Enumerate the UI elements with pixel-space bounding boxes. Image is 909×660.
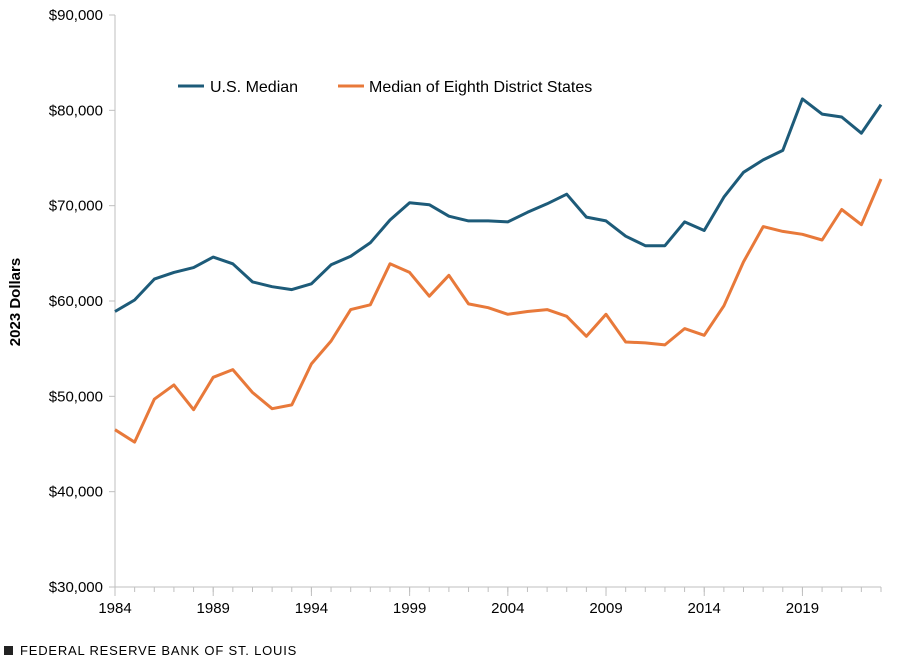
- legend-label: Median of Eighth District States: [369, 79, 592, 96]
- legend: U.S. Median Median of Eighth District Sta…: [178, 79, 592, 96]
- y-tick-label: $90,000: [49, 7, 103, 24]
- y-axis-label: 2023 Dollars: [7, 258, 24, 346]
- x-tick-label: 2004: [491, 600, 524, 617]
- legend-label: U.S. Median: [210, 79, 298, 96]
- x-tick-label: 1984: [98, 600, 131, 617]
- y-tick-label: $50,000: [49, 388, 103, 405]
- y-tick-label: $60,000: [49, 293, 103, 310]
- x-tick-label: 2009: [589, 600, 622, 617]
- y-tick-label: $70,000: [49, 198, 103, 215]
- y-tick-label: $80,000: [49, 102, 103, 119]
- y-tick-label: $40,000: [49, 484, 103, 501]
- footer: FEDERAL RESERVE BANK OF ST. LOUIS: [4, 642, 297, 658]
- x-tick-label: 2019: [786, 600, 819, 617]
- y-axis: $30,000 $40,000 $50,000 $60,000 $70,000 $80,0…: [49, 7, 116, 596]
- x-tick-label: 1989: [197, 600, 230, 617]
- line-chart: $30,000 $40,000 $50,000 $60,000 $70,000 $80,0…: [7, 7, 883, 617]
- x-tick-label: 1994: [295, 600, 328, 617]
- series-line-0: [114, 97, 883, 313]
- series-line-1: [114, 178, 883, 444]
- footer-text: FEDERAL RESERVE BANK OF ST. LOUIS: [20, 642, 298, 658]
- x-axis: 1984 1989 1994 1999 2004 2009 2014 2019: [98, 586, 882, 617]
- x-tick-label: 1999: [393, 600, 426, 617]
- x-tick-label: 2014: [688, 600, 721, 617]
- footer-square-icon: [4, 645, 13, 655]
- series-layer: [114, 97, 883, 444]
- y-tick-label: $30,000: [49, 579, 103, 596]
